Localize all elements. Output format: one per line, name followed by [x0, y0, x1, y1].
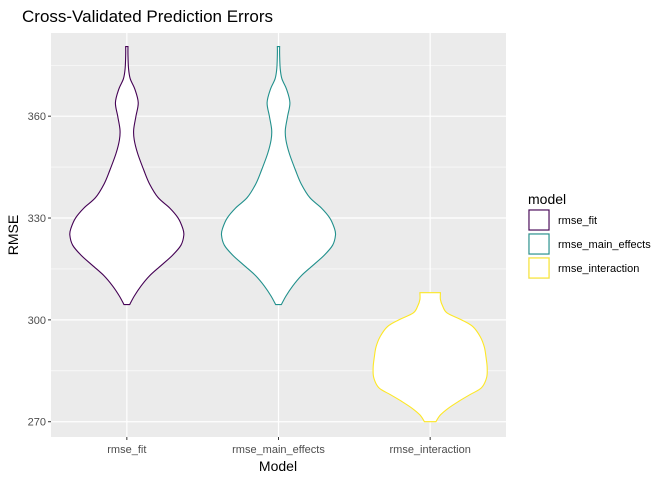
chart-title: Cross-Validated Prediction Errors — [22, 7, 273, 26]
legend-key-rmse_interaction — [528, 257, 550, 279]
x-axis-title: Model — [259, 458, 297, 474]
violin-rmse_interaction — [372, 292, 488, 423]
y-tick-label: 360 — [28, 111, 46, 123]
legend-label: rmse_main_effects — [558, 239, 651, 251]
x-axis: rmse_fit rmse_main_effects rmse_interactio… — [107, 437, 471, 456]
x-tick-label: rmse_main_effects — [232, 444, 325, 456]
x-tick-label: rmse_fit — [107, 444, 146, 456]
y-axis: 270 300 330 360 — [28, 111, 51, 429]
y-tick-label: 270 — [28, 417, 46, 429]
legend-key-rmse_main_effects — [528, 233, 550, 255]
violins — [69, 46, 488, 423]
legend-title: model — [528, 191, 566, 207]
legend: model rmse_fit rmse_main_effects rmse_inte… — [528, 191, 651, 279]
y-tick-label: 300 — [28, 315, 46, 327]
legend-label: rmse_interaction — [558, 263, 639, 275]
legend-key-rmse_fit — [528, 209, 550, 231]
violin-rmse_main_effects — [220, 46, 337, 306]
x-tick-label: rmse_interaction — [390, 444, 471, 456]
y-axis-title: RMSE — [5, 215, 21, 255]
violin-rmse_fit — [69, 46, 185, 306]
legend-label: rmse_fit — [558, 215, 597, 227]
y-tick-label: 330 — [28, 213, 46, 225]
